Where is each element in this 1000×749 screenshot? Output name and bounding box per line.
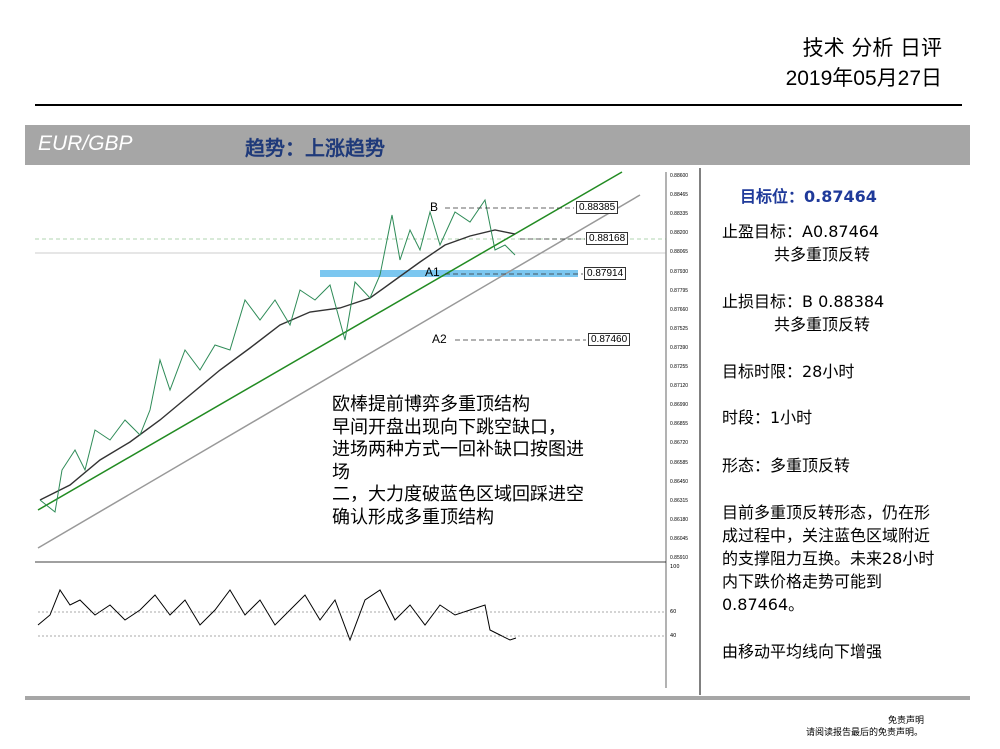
level-value: 0.87460 — [588, 333, 631, 346]
price — [39, 198, 516, 513]
annotation: 进场两种方式一回补缺口按图进 — [332, 435, 584, 461]
level-value: 0.88168 — [586, 232, 629, 245]
report-title: 技术 分析 日评 — [802, 36, 942, 60]
currency-pair: EUR/GBP — [38, 132, 133, 155]
report-date: 2019年05月27日 — [785, 67, 942, 90]
take-profit: 止盈目标：A0.87464 — [722, 222, 880, 241]
comment-line: 成过程中，关注蓝色区域附近 — [722, 526, 931, 545]
annotation: 二，大力度破蓝色区域回踩进空 — [332, 480, 584, 506]
price-axis-label: 0.87525 — [670, 325, 689, 332]
time-limit: 目标时限：28小时 — [722, 362, 855, 381]
stop-loss-note: 共多重顶反转 — [774, 315, 871, 334]
price-axis-label: 0.86315 — [670, 497, 689, 504]
oscillator — [37, 588, 517, 642]
level-value: 0.88385 — [576, 201, 619, 214]
comment-line: 的支撑阻力互换。未来28小时 — [722, 549, 935, 568]
price-axis-label: 0.88200 — [670, 230, 689, 237]
price-axis-label: 0.87390 — [670, 344, 689, 351]
osc-axis-label: 100 — [670, 564, 680, 570]
take-profit-note: 共多重顶反转 — [774, 245, 871, 264]
level-label: A2 — [432, 332, 447, 346]
price-axis-label: 0.88465 — [670, 192, 689, 199]
trend-line — [37, 171, 623, 511]
osc-axis-label: 60 — [670, 609, 677, 615]
price-axis-label: 0.87795 — [670, 287, 689, 294]
price-axis-label: 0.86855 — [670, 421, 689, 428]
price-axis-label: 0.85910 — [670, 555, 689, 561]
price-axis-label: 0.86450 — [670, 478, 689, 485]
price-axis-label: 0.86045 — [670, 535, 689, 542]
price-axis-label: 0.87120 — [670, 383, 689, 390]
stop-loss: 止损目标：B 0.88384 — [722, 292, 885, 311]
price-axis-label: 0.86990 — [670, 402, 689, 409]
blue-zone — [320, 270, 578, 277]
moving-average — [39, 229, 516, 501]
price-axis-label: 0.88065 — [670, 249, 689, 256]
disclaimer-note: 请阅读报告最后的免责声明。 — [806, 728, 924, 738]
disclaimer-title: 免责声明 — [888, 716, 925, 726]
price-axis-label: 0.87930 — [670, 268, 689, 275]
level-label: A1 — [425, 265, 440, 279]
comment-line: 内下跌价格走势可能到 — [722, 572, 883, 591]
annotation: 早间开盘出现向下跳空缺口， — [332, 412, 566, 439]
price-axis-label: 0.86180 — [670, 516, 689, 523]
level-value: 0.87914 — [584, 267, 627, 280]
osc-axis-label: 40 — [670, 633, 677, 639]
target-price: 目标位：0.87464 — [740, 187, 877, 206]
banner — [25, 125, 970, 165]
note: 由移动平均线向下增强 — [722, 642, 883, 661]
comment-line: 0.87464。 — [722, 595, 805, 614]
period: 时段：1小时 — [722, 408, 813, 427]
annotation: 场 — [332, 457, 350, 484]
price-axis-label: 0.87660 — [670, 306, 689, 313]
annotation: 确认形成多重顶结构 — [332, 502, 494, 529]
trend-label: 趋势：上涨趋势 — [245, 136, 385, 160]
trend-line — [37, 194, 641, 549]
annotation: 欧棒提前博弈多重顶结构 — [332, 390, 530, 416]
price-axis-label: 0.87255 — [670, 364, 689, 370]
price-axis-label: 0.86720 — [670, 440, 689, 447]
price-axis-label: 0.86585 — [670, 459, 689, 466]
pattern: 形态：多重顶反转 — [722, 456, 851, 475]
price-axis-label: 0.88335 — [670, 211, 689, 218]
level-label: B — [430, 200, 439, 214]
price-axis-label: 0.88600 — [670, 173, 689, 179]
comment-line: 目前多重顶反转形态，仍在形 — [722, 503, 931, 522]
